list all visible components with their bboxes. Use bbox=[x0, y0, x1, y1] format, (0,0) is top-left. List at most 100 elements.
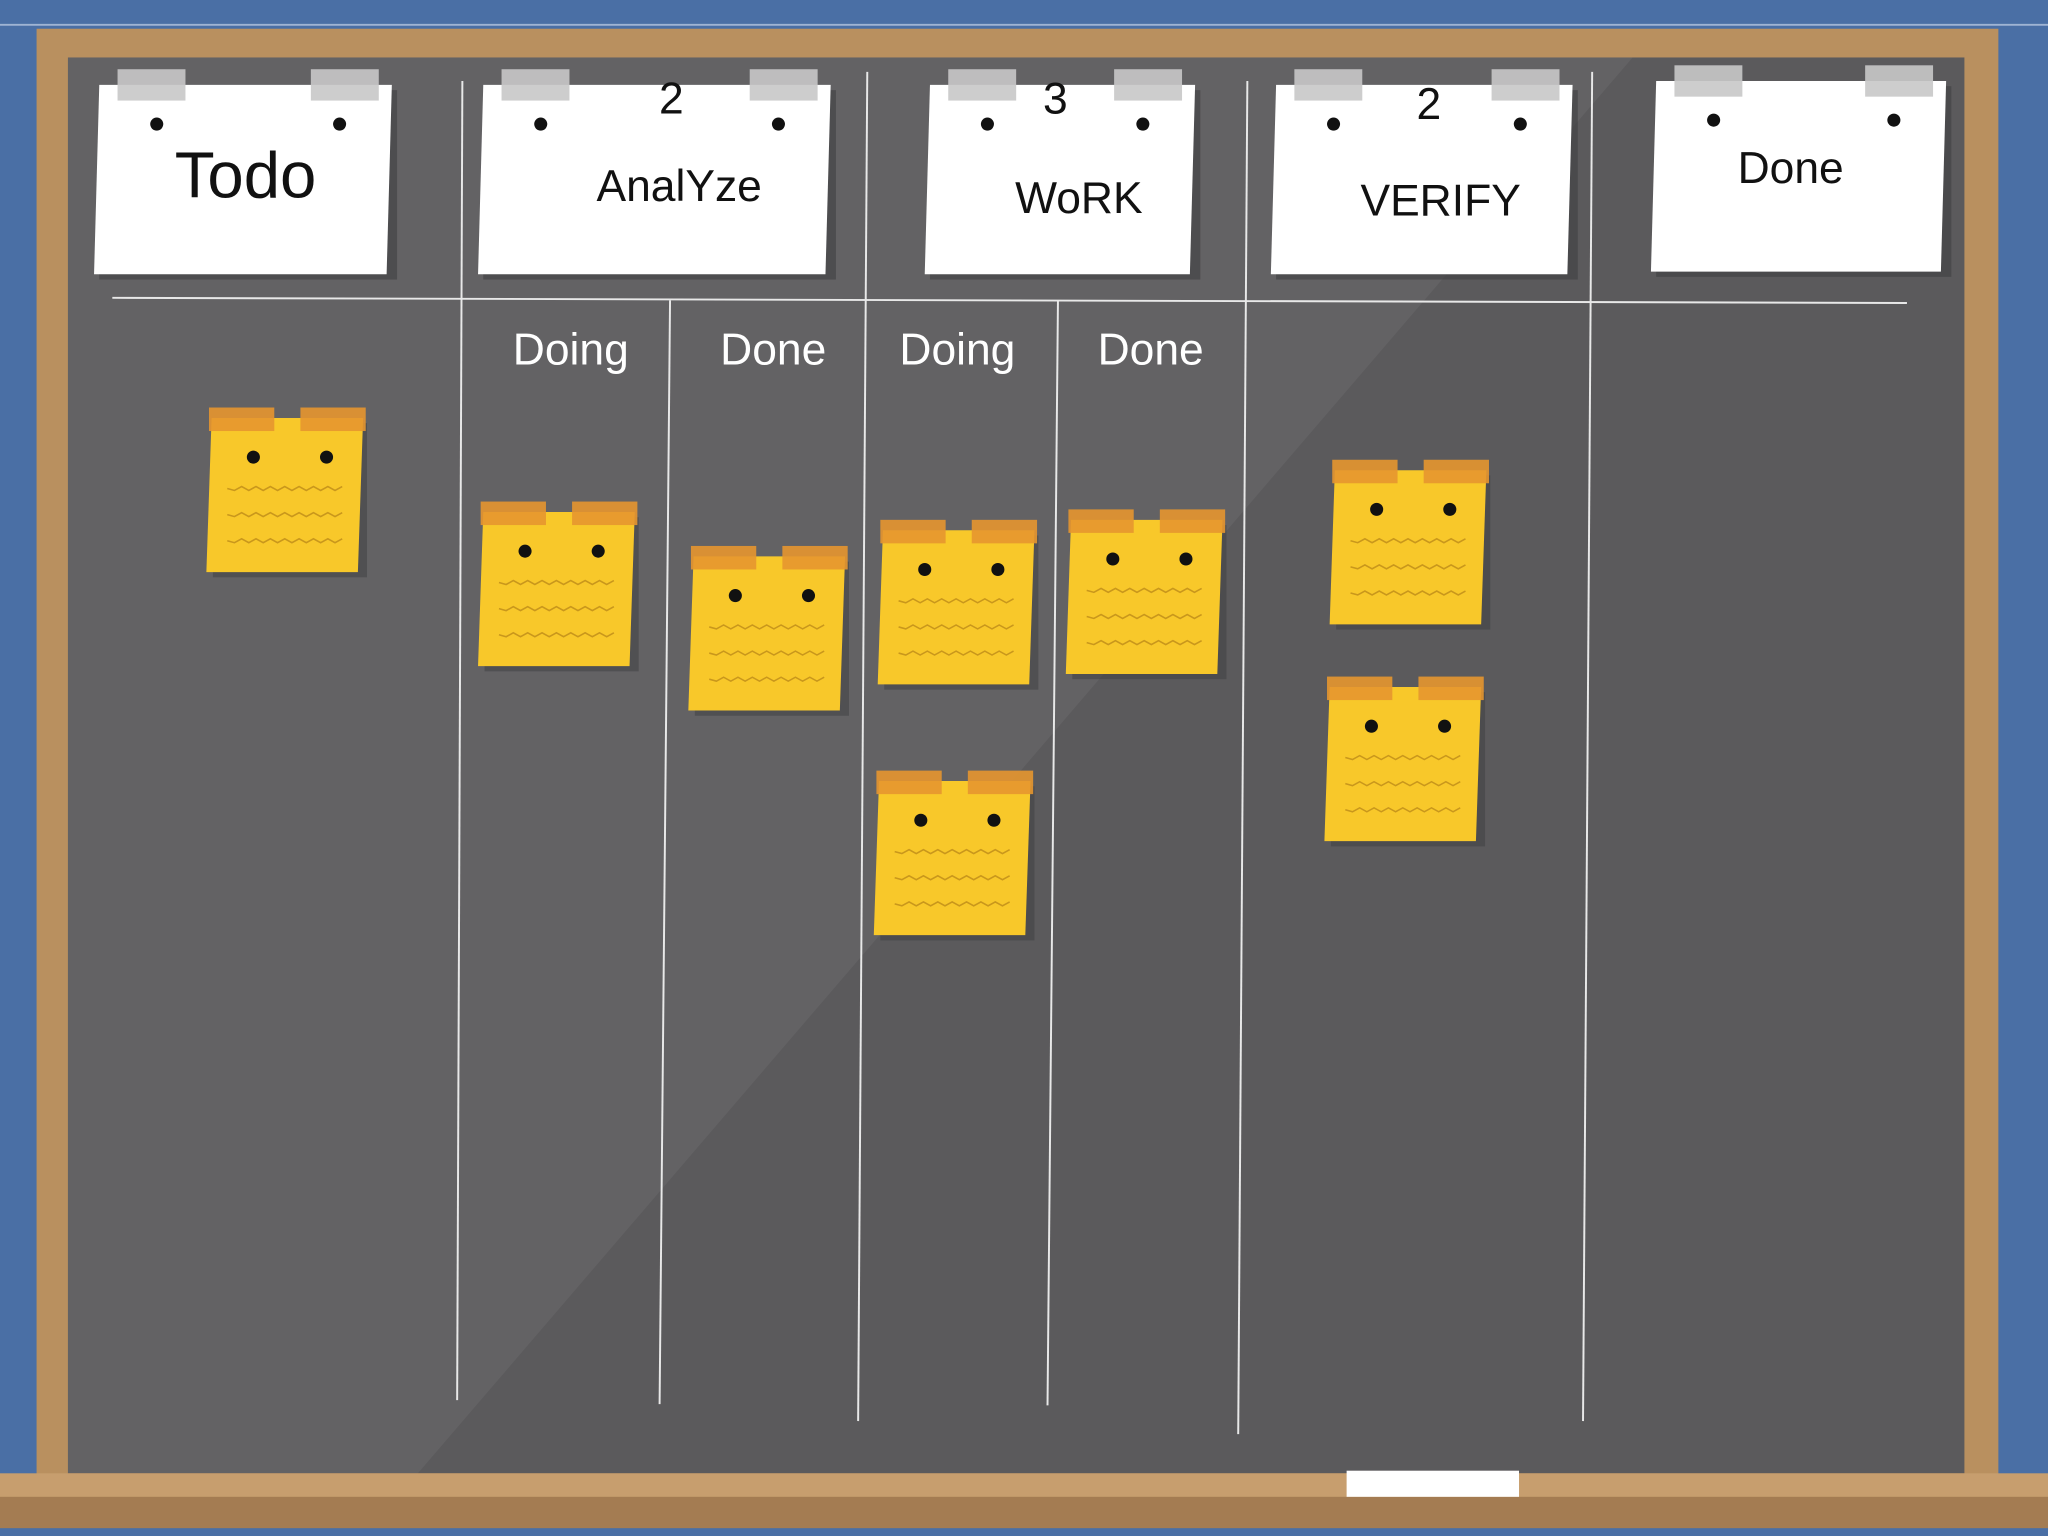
card bbox=[1270, 84, 1573, 275]
card bbox=[478, 84, 831, 275]
note-tape bbox=[480, 501, 546, 526]
note-scribble bbox=[1086, 639, 1203, 646]
note-tape bbox=[1418, 676, 1484, 701]
hole bbox=[771, 117, 785, 131]
sticky-note bbox=[688, 545, 849, 716]
hole bbox=[1513, 117, 1527, 131]
note bbox=[873, 781, 1031, 936]
note-dot bbox=[1364, 719, 1378, 733]
subcolumn-label: Doing bbox=[899, 325, 1015, 374]
hole bbox=[980, 117, 994, 131]
note-tape bbox=[1068, 509, 1134, 533]
note-dot bbox=[1106, 552, 1120, 566]
note-tape bbox=[572, 501, 638, 526]
note-dot bbox=[987, 813, 1001, 827]
note-tape bbox=[967, 770, 1034, 795]
note-scribble bbox=[709, 624, 825, 630]
grid-lines bbox=[112, 71, 1907, 1435]
hole bbox=[1327, 117, 1341, 131]
note-scribble bbox=[1350, 537, 1466, 544]
note-tape bbox=[1159, 509, 1226, 533]
note-dot bbox=[801, 589, 816, 603]
subcolumn-label: Done bbox=[720, 325, 826, 374]
note-dot bbox=[991, 562, 1005, 576]
note-tape bbox=[300, 407, 366, 432]
note-tape bbox=[1423, 459, 1489, 484]
note bbox=[1065, 519, 1223, 674]
tape bbox=[501, 69, 570, 101]
subcolumn-label: Done bbox=[1098, 325, 1204, 374]
note-scribble bbox=[894, 848, 1011, 855]
header-card bbox=[924, 69, 1201, 280]
tape bbox=[310, 69, 379, 101]
eraser bbox=[1346, 1470, 1520, 1497]
note-scribble bbox=[1086, 587, 1203, 594]
column-title: WoRK bbox=[1015, 174, 1143, 223]
note-tape bbox=[971, 519, 1038, 544]
note-dot bbox=[728, 589, 742, 603]
hole bbox=[333, 117, 347, 131]
note-dot bbox=[918, 562, 932, 576]
hole bbox=[1887, 113, 1901, 127]
column-title: Done bbox=[1738, 144, 1844, 193]
note-tape bbox=[880, 519, 946, 544]
note-scribble bbox=[498, 605, 615, 612]
note-scribble bbox=[709, 650, 825, 656]
note-tape bbox=[1327, 676, 1393, 701]
note-scribble bbox=[498, 579, 615, 586]
sticky-note bbox=[206, 407, 368, 578]
note-scribble bbox=[1350, 590, 1466, 596]
note-scribble bbox=[227, 485, 343, 492]
note-scribble bbox=[1350, 564, 1466, 570]
note bbox=[1329, 470, 1487, 625]
sticky-note bbox=[1065, 509, 1227, 680]
hole bbox=[1707, 113, 1721, 127]
column-title: VERIFY bbox=[1360, 176, 1520, 225]
note-tape bbox=[208, 407, 275, 432]
note-scribble bbox=[894, 874, 1011, 881]
note-dot bbox=[1443, 502, 1457, 516]
note-scribble bbox=[227, 537, 343, 544]
column-title: AnalYze bbox=[597, 162, 762, 211]
card bbox=[1650, 80, 1947, 272]
tape bbox=[1491, 69, 1560, 101]
note bbox=[478, 512, 635, 667]
note-scribble bbox=[898, 624, 1014, 630]
header-card bbox=[478, 69, 836, 280]
note-scribble bbox=[898, 597, 1014, 604]
tape bbox=[1294, 69, 1363, 101]
sticky-note bbox=[1324, 676, 1486, 847]
card bbox=[94, 84, 392, 275]
note-scribble bbox=[1086, 613, 1203, 620]
note-dot bbox=[1370, 502, 1384, 516]
note bbox=[1324, 687, 1482, 842]
wip-limit: 2 bbox=[1417, 80, 1442, 129]
note-dot bbox=[1179, 552, 1193, 566]
chalkboard bbox=[67, 57, 1965, 1474]
sticky-note bbox=[1329, 459, 1491, 630]
column-title: Todo bbox=[175, 138, 317, 211]
subcolumn-label: Doing bbox=[513, 325, 629, 374]
card bbox=[924, 84, 1196, 275]
note-dot bbox=[518, 544, 532, 558]
note-scribble bbox=[1345, 806, 1461, 813]
tape bbox=[1114, 69, 1183, 101]
wip-limit: 3 bbox=[1043, 75, 1068, 124]
note-tape bbox=[690, 545, 757, 570]
note-scribble bbox=[227, 511, 343, 518]
tape bbox=[948, 69, 1017, 101]
note bbox=[688, 556, 846, 711]
hole bbox=[1136, 117, 1150, 131]
note-tape bbox=[1332, 459, 1398, 484]
note-dot bbox=[1438, 719, 1452, 733]
note-dot bbox=[320, 450, 334, 464]
note-tape bbox=[782, 545, 848, 570]
tape bbox=[1865, 65, 1934, 97]
note-dot bbox=[246, 450, 260, 464]
tape bbox=[749, 69, 818, 101]
tape bbox=[1674, 65, 1743, 97]
note-scribble bbox=[498, 631, 615, 638]
header-card bbox=[94, 69, 398, 280]
